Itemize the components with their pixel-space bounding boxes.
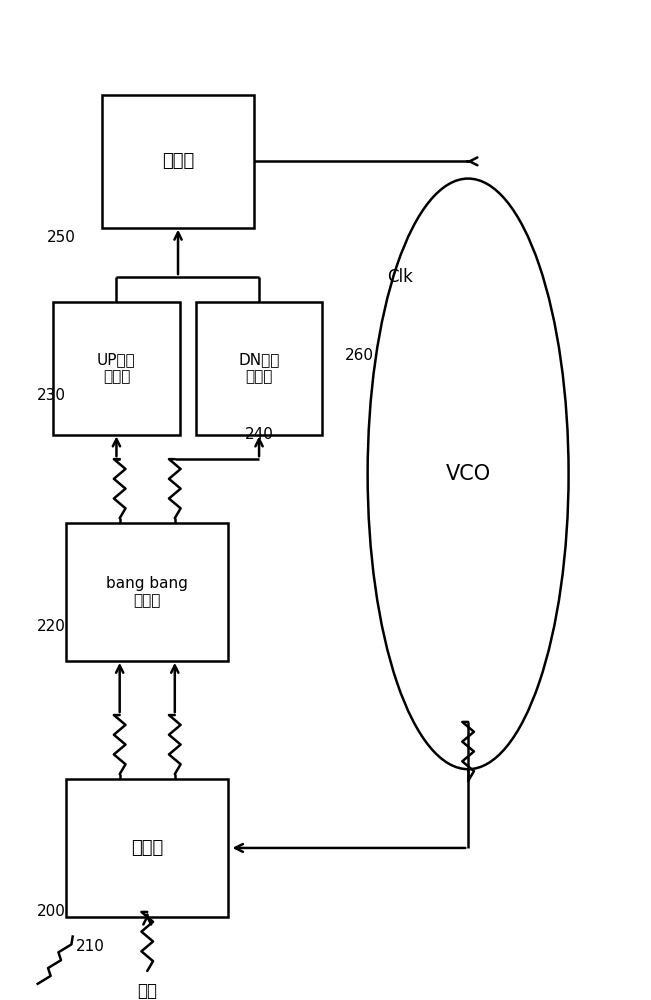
- Text: 电荷泵: 电荷泵: [162, 152, 194, 170]
- FancyBboxPatch shape: [196, 302, 322, 435]
- Text: 210: 210: [76, 939, 105, 954]
- FancyBboxPatch shape: [66, 523, 229, 661]
- Text: Clk: Clk: [387, 268, 413, 286]
- FancyBboxPatch shape: [53, 302, 180, 435]
- Ellipse shape: [368, 179, 568, 769]
- FancyBboxPatch shape: [66, 779, 229, 917]
- Text: 220: 220: [37, 619, 66, 634]
- Text: 260: 260: [345, 348, 374, 363]
- Text: 240: 240: [245, 427, 273, 442]
- Text: 250: 250: [47, 230, 76, 245]
- Text: 200: 200: [37, 904, 66, 919]
- Text: 数据: 数据: [137, 982, 158, 1000]
- Text: VCO: VCO: [445, 464, 491, 484]
- Text: UP滚动
计数器: UP滚动 计数器: [97, 352, 136, 384]
- Text: DN滚动
计数器: DN滚动 计数器: [238, 352, 280, 384]
- Text: bang bang
鉴相器: bang bang 鉴相器: [106, 576, 188, 608]
- FancyBboxPatch shape: [102, 95, 254, 228]
- Text: 230: 230: [37, 388, 66, 403]
- Text: 限幅器: 限幅器: [131, 839, 163, 857]
